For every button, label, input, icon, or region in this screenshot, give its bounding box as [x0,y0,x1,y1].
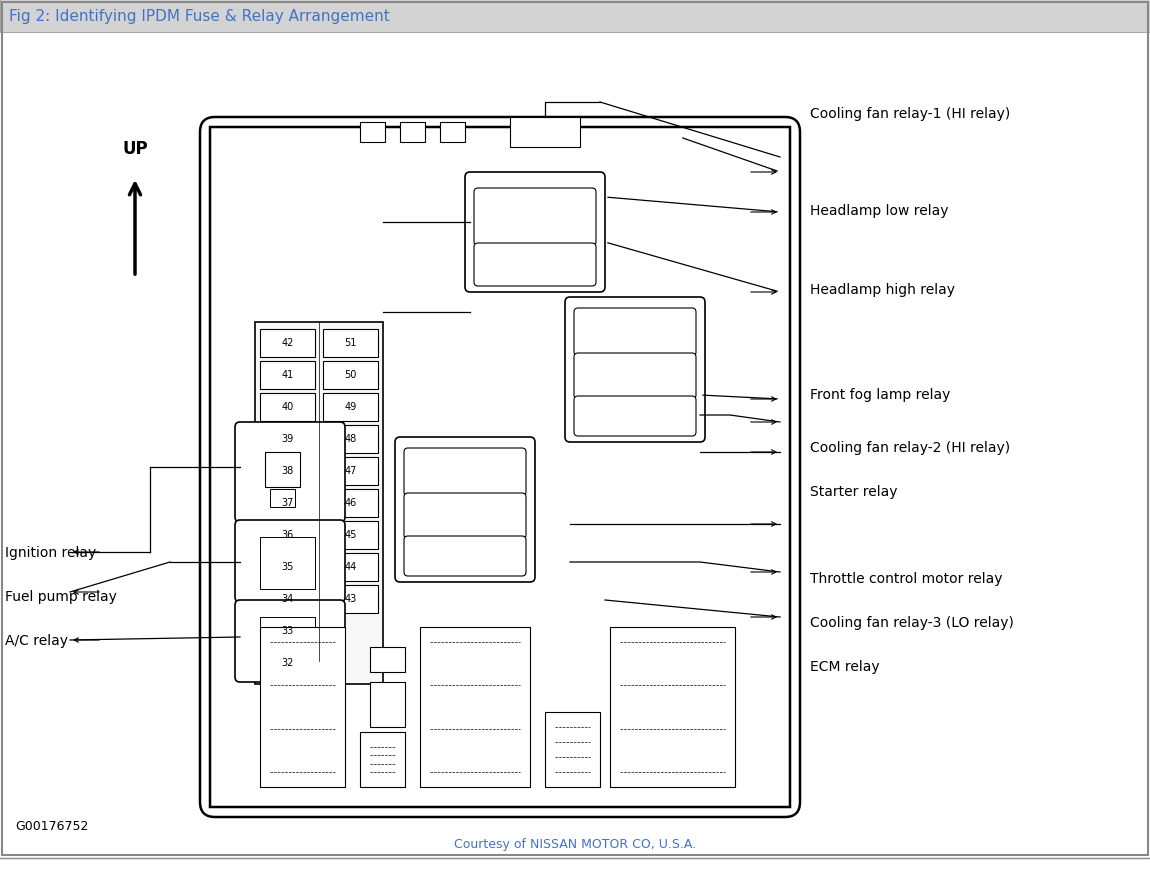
FancyBboxPatch shape [474,189,596,246]
FancyBboxPatch shape [404,494,526,539]
Text: 35: 35 [282,561,293,571]
Bar [260,458,315,486]
Text: 45: 45 [344,530,356,539]
Bar [260,649,315,677]
Text: Front fog lamp relay: Front fog lamp relay [810,388,950,402]
Bar [323,553,378,581]
Text: Ignition relay: Ignition relay [5,545,97,560]
Bar [210,128,790,807]
Text: 46: 46 [344,497,356,508]
Text: 44: 44 [344,561,356,571]
Text: Fig 2: Identifying IPDM Fuse & Relay Arrangement: Fig 2: Identifying IPDM Fuse & Relay Arr… [9,9,390,25]
Text: 50: 50 [344,369,356,380]
FancyBboxPatch shape [565,297,705,443]
Bar [323,458,378,486]
Bar [323,522,378,549]
Text: 40: 40 [282,402,293,411]
Bar [323,330,378,358]
Text: Cooling fan relay-1 (HI relay): Cooling fan relay-1 (HI relay) [810,107,1010,121]
Text: 34: 34 [282,594,293,603]
Bar [323,425,378,453]
Bar [610,627,735,787]
Bar [255,323,383,684]
Text: G00176752: G00176752 [15,819,89,832]
Text: 41: 41 [282,369,293,380]
FancyBboxPatch shape [574,353,696,400]
Text: 51: 51 [344,338,356,347]
Bar [323,585,378,613]
Text: 47: 47 [344,466,356,475]
Text: 43: 43 [344,594,356,603]
Text: Headlamp high relay: Headlamp high relay [810,282,954,296]
Bar [260,425,315,453]
Text: Headlamp low relay: Headlamp low relay [810,203,949,217]
FancyBboxPatch shape [574,396,696,437]
Text: Throttle control motor relay: Throttle control motor relay [810,572,1003,586]
Bar [360,732,405,787]
FancyBboxPatch shape [235,423,345,523]
Text: 49: 49 [344,402,356,411]
FancyBboxPatch shape [404,448,526,496]
Bar [323,489,378,517]
Text: 36: 36 [282,530,293,539]
Bar [545,712,600,787]
Bar [260,585,315,613]
Text: 32: 32 [282,657,293,667]
Text: Cooling fan relay-3 (LO relay): Cooling fan relay-3 (LO relay) [810,616,1014,630]
Text: Courtesy of NISSAN MOTOR CO, U.S.A.: Courtesy of NISSAN MOTOR CO, U.S.A. [454,838,696,850]
Bar [370,647,405,673]
Bar [509,118,580,148]
Bar [323,394,378,422]
Text: 33: 33 [282,625,293,635]
FancyBboxPatch shape [574,309,696,357]
Text: 39: 39 [282,433,293,444]
Bar [440,123,465,143]
Bar [260,617,315,669]
Bar [260,361,315,389]
FancyBboxPatch shape [404,537,526,576]
Text: UP: UP [122,139,148,158]
Bar [260,627,345,787]
Bar [260,538,315,589]
FancyBboxPatch shape [235,601,345,682]
Bar [400,123,426,143]
Bar [260,489,315,517]
FancyBboxPatch shape [394,438,535,582]
Text: 48: 48 [344,433,356,444]
Bar [370,682,405,727]
Text: Fuel pump relay: Fuel pump relay [5,589,117,603]
Text: ECM relay: ECM relay [810,660,880,674]
Bar [260,330,315,358]
FancyBboxPatch shape [474,244,596,287]
FancyBboxPatch shape [465,173,605,293]
Bar [260,522,315,549]
Bar [260,394,315,422]
Bar [260,553,315,581]
Bar [420,627,530,787]
Text: Starter relay: Starter relay [810,484,897,498]
Text: 38: 38 [282,466,293,475]
Text: 37: 37 [282,497,293,508]
Text: Cooling fan relay-2 (HI relay): Cooling fan relay-2 (HI relay) [810,440,1010,454]
FancyBboxPatch shape [235,520,345,602]
Text: A/C relay: A/C relay [5,633,68,647]
Bar [260,617,315,645]
Bar [323,361,378,389]
Text: 42: 42 [282,338,293,347]
Bar [360,123,385,143]
Bar [264,453,300,488]
Bar [270,489,296,508]
